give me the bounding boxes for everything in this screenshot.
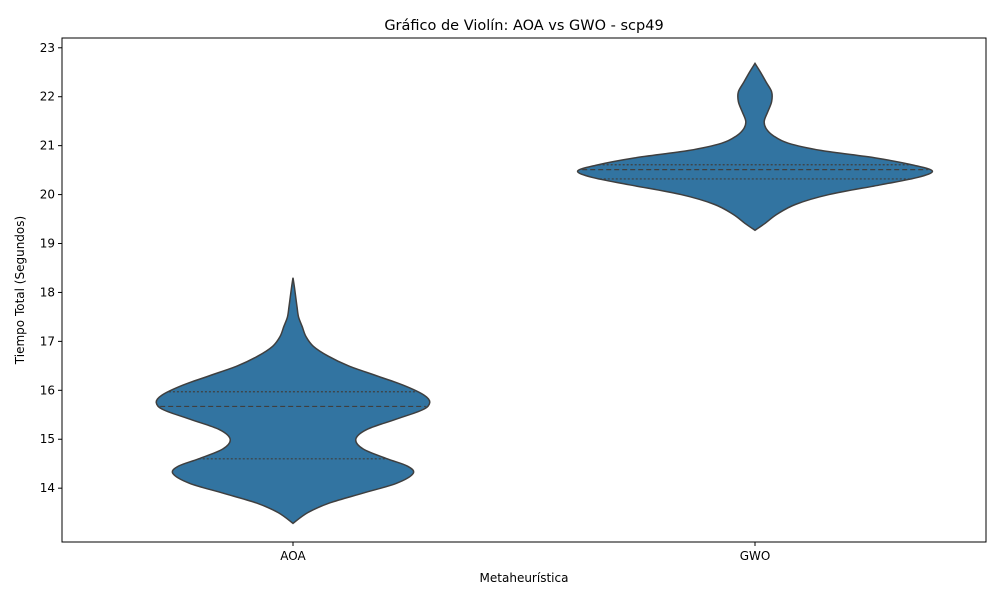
x-tick-label: GWO [740, 549, 771, 563]
violin-aoa [155, 277, 431, 525]
y-tick-label: 20 [40, 188, 55, 202]
y-tick-label: 17 [40, 334, 55, 348]
y-tick-label: 18 [40, 285, 55, 299]
x-axis-label: Metaheurística [480, 571, 569, 585]
y-tick-label: 16 [40, 383, 55, 397]
y-tick-label: 22 [40, 90, 55, 104]
axes: 14 15 16 17 18 19 20 21 22 23 AOA GWO [40, 37, 987, 563]
y-tick-label: 19 [40, 237, 55, 251]
y-axis-label: Tiempo Total (Segundos) [13, 216, 27, 365]
x-tick-label: AOA [280, 549, 306, 563]
y-tick-label: 21 [40, 139, 55, 153]
y-tick-label: 15 [40, 432, 55, 446]
axes-frame [61, 37, 987, 543]
violin-gwo [576, 62, 934, 232]
chart-title: Gráfico de Violín: AOA vs GWO - scp49 [384, 18, 663, 34]
y-tick-label: 14 [40, 481, 55, 495]
plot-area [155, 62, 934, 525]
y-tick-label: 23 [40, 41, 55, 55]
